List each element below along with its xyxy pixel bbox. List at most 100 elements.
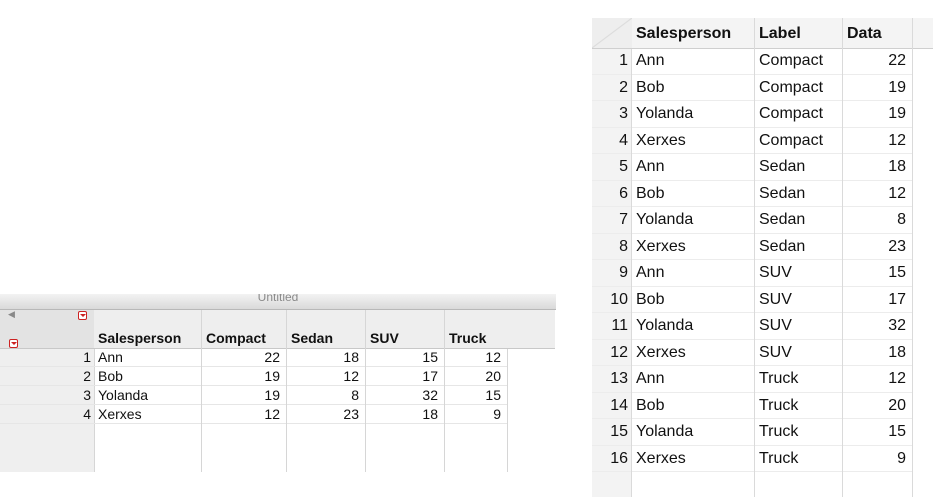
table-menu-icon[interactable] <box>78 311 87 320</box>
row-number[interactable]: 1 <box>0 348 94 367</box>
row-number[interactable]: 3 <box>592 101 631 128</box>
row-number[interactable]: 12 <box>592 340 631 366</box>
table-cell[interactable]: 12 <box>287 367 365 386</box>
row-number[interactable]: 6 <box>592 181 631 207</box>
column-header-truck[interactable]: Truck <box>445 310 507 349</box>
table-cell[interactable]: 22 <box>202 348 286 367</box>
table-cell[interactable]: 9 <box>445 405 507 424</box>
table-cell[interactable]: 12 <box>843 366 912 393</box>
table-cell[interactable]: 32 <box>843 313 912 340</box>
table-cell[interactable]: Compact <box>755 128 842 154</box>
row-number[interactable]: 9 <box>592 260 631 287</box>
table-cell[interactable]: 32 <box>366 386 444 405</box>
table-cell[interactable]: 18 <box>843 340 912 366</box>
table-cell[interactable]: Xerxes <box>632 234 754 260</box>
table-cell[interactable]: Sedan <box>755 234 842 260</box>
row-number[interactable]: 13 <box>592 366 631 393</box>
table-cell[interactable]: 12 <box>843 181 912 207</box>
column-header-sedan[interactable]: Sedan <box>287 310 365 349</box>
table-cell[interactable]: 15 <box>445 386 507 405</box>
table-cell[interactable]: Yolanda <box>632 313 754 340</box>
table-cell[interactable]: Truck <box>755 419 842 446</box>
table-cell[interactable]: 8 <box>843 207 912 234</box>
table-cell[interactable]: Yolanda <box>94 386 201 405</box>
row-number[interactable]: 5 <box>592 154 631 181</box>
table-cell[interactable]: 20 <box>843 393 912 419</box>
table-cell[interactable]: 17 <box>366 367 444 386</box>
row-number[interactable]: 1 <box>592 48 631 75</box>
table-cell[interactable]: Bob <box>632 75 754 101</box>
table-cell[interactable]: 15 <box>366 348 444 367</box>
table-cell[interactable]: Yolanda <box>632 207 754 234</box>
table-cell[interactable]: Bob <box>632 287 754 313</box>
table-cell[interactable]: Bob <box>632 393 754 419</box>
column-header-suv[interactable]: SUV <box>366 310 444 349</box>
table-cell[interactable]: 19 <box>843 75 912 101</box>
table-cell[interactable]: 19 <box>843 101 912 128</box>
table-cell[interactable]: SUV <box>755 340 842 366</box>
table-cell[interactable]: Xerxes <box>632 446 754 472</box>
table-cell[interactable]: 15 <box>843 419 912 446</box>
table-cell[interactable]: 12 <box>445 348 507 367</box>
table-cell[interactable]: 18 <box>843 154 912 181</box>
table-cell[interactable]: 20 <box>445 367 507 386</box>
row-number[interactable]: 2 <box>0 367 94 386</box>
table-cell[interactable]: 19 <box>202 367 286 386</box>
collapse-panel-icon[interactable]: ◀ <box>8 309 15 319</box>
table-cell[interactable]: Yolanda <box>632 101 754 128</box>
table-cell[interactable]: 18 <box>287 348 365 367</box>
table-cell[interactable]: Ann <box>632 260 754 287</box>
table-cell[interactable]: Ann <box>632 154 754 181</box>
table-cell[interactable]: Bob <box>94 367 201 386</box>
column-header-label[interactable]: Label <box>755 18 842 49</box>
row-number[interactable]: 4 <box>0 405 94 424</box>
table-cell[interactable]: Ann <box>632 48 754 75</box>
row-number[interactable]: 14 <box>592 393 631 419</box>
row-number[interactable]: 15 <box>592 419 631 446</box>
column-header-data[interactable]: Data <box>843 18 912 49</box>
table-cell[interactable]: Compact <box>755 75 842 101</box>
table-cell[interactable]: Bob <box>632 181 754 207</box>
table-cell[interactable]: Truck <box>755 393 842 419</box>
table-cell[interactable]: Xerxes <box>632 128 754 154</box>
table-cell[interactable]: Xerxes <box>94 405 201 424</box>
table-cell[interactable]: SUV <box>755 287 842 313</box>
table-cell[interactable]: 23 <box>843 234 912 260</box>
row-number[interactable]: 7 <box>592 207 631 234</box>
row-number[interactable]: 16 <box>592 446 631 472</box>
table-cell[interactable]: 9 <box>843 446 912 472</box>
table-cell[interactable]: Yolanda <box>632 419 754 446</box>
table-cell[interactable]: Compact <box>755 48 842 75</box>
window-titlebar[interactable]: Untitled <box>0 294 556 310</box>
row-number[interactable]: 10 <box>592 287 631 313</box>
table-cell[interactable]: 17 <box>843 287 912 313</box>
row-number[interactable]: 8 <box>592 234 631 260</box>
table-cell[interactable]: SUV <box>755 313 842 340</box>
column-header-salesperson[interactable]: Salesperson <box>632 18 754 49</box>
table-cell[interactable]: Ann <box>94 348 201 367</box>
column-header-compact[interactable]: Compact <box>202 310 286 349</box>
table-cell[interactable]: Compact <box>755 101 842 128</box>
table-cell[interactable]: 12 <box>202 405 286 424</box>
table-cell[interactable]: 23 <box>287 405 365 424</box>
rows-menu-icon[interactable] <box>9 339 18 348</box>
table-cell[interactable]: Sedan <box>755 207 842 234</box>
table-cell[interactable]: Sedan <box>755 154 842 181</box>
row-number[interactable]: 11 <box>592 313 631 340</box>
column-header-salesperson[interactable]: Salesperson <box>94 310 201 349</box>
table-cell[interactable]: Ann <box>632 366 754 393</box>
table-cell[interactable]: 19 <box>202 386 286 405</box>
table-cell[interactable]: Truck <box>755 446 842 472</box>
table-cell[interactable]: 22 <box>843 48 912 75</box>
table-cell[interactable]: 8 <box>287 386 365 405</box>
table-cell[interactable]: 15 <box>843 260 912 287</box>
row-number[interactable]: 2 <box>592 75 631 101</box>
table-cell[interactable]: 18 <box>366 405 444 424</box>
row-number[interactable]: 3 <box>0 386 94 405</box>
table-cell[interactable]: 12 <box>843 128 912 154</box>
table-cell[interactable]: Truck <box>755 366 842 393</box>
row-number[interactable]: 4 <box>592 128 631 154</box>
table-cell[interactable]: SUV <box>755 260 842 287</box>
table-cell[interactable]: Sedan <box>755 181 842 207</box>
table-cell[interactable]: Xerxes <box>632 340 754 366</box>
